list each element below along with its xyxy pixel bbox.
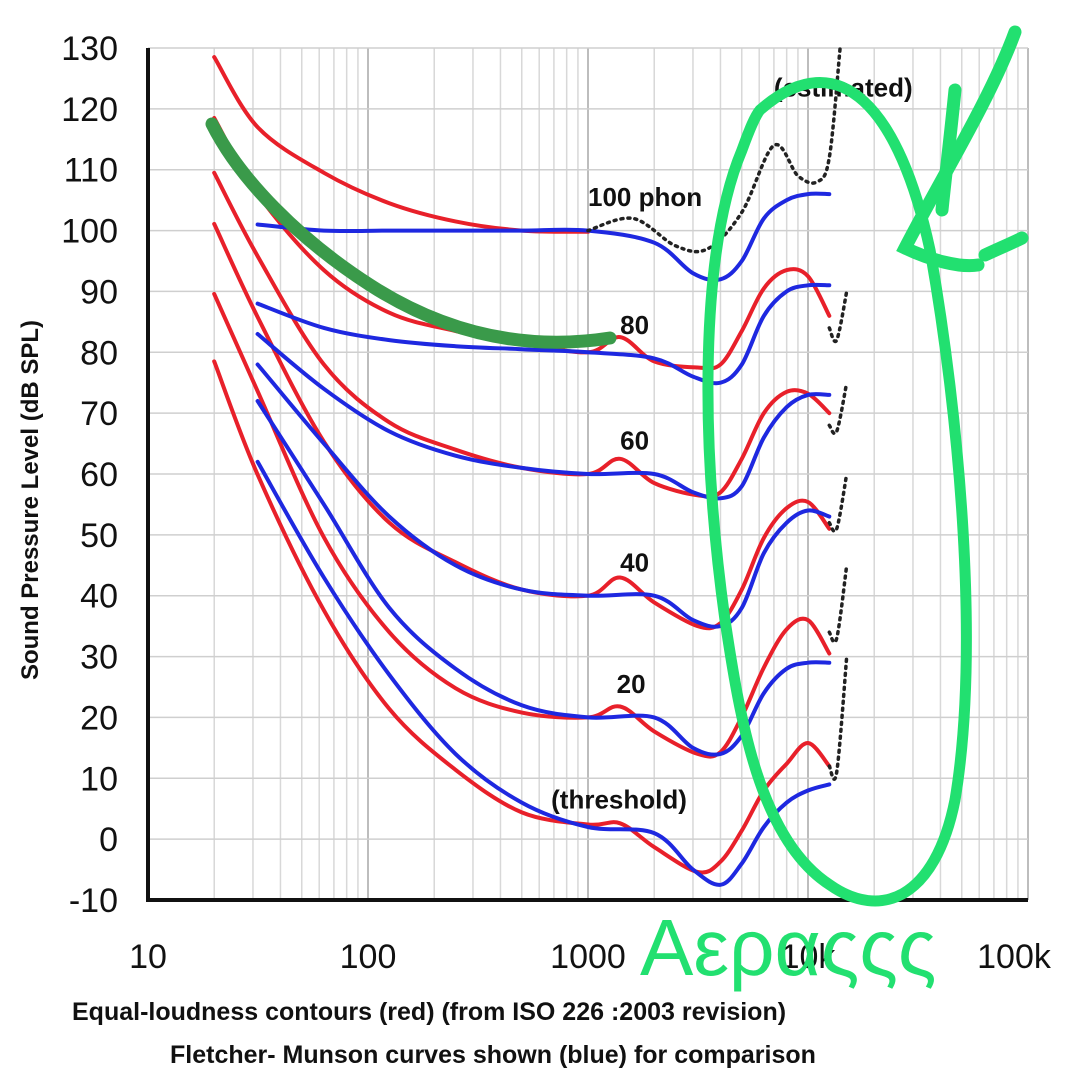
curve-annotation: 20 [617,669,646,699]
fletcher-munson-curve [255,332,832,501]
iso-curve [212,359,832,875]
y-tick-label: 120 [61,91,118,129]
y-tick-label: 10 [80,760,118,798]
y-tick-label: 110 [64,152,118,190]
y-tick-label: 40 [80,578,118,616]
y-tick-label: 0 [99,821,118,859]
curve-annotation: 60 [620,426,649,456]
y-tick-label: 30 [80,639,118,677]
green-circle-stroke [702,77,972,907]
green-check-stroke [896,25,1022,273]
series-group [212,46,849,887]
grid [147,47,1029,901]
x-tick-labels: 10 100 1000 10k 100k [129,938,1052,976]
y-tick-label: 80 [80,334,118,372]
y-tick-label: 20 [80,699,118,737]
iso-curve [212,291,832,759]
curve-annotation: 80 [620,310,649,340]
fletcher-munson-curve [255,191,832,283]
curve-annotation: 40 [620,547,649,577]
y-tick-label: 50 [80,517,118,555]
fletcher-munson-curve [255,282,832,386]
estimated-curve [586,46,842,254]
x-tick-label: 10k [781,938,837,976]
x-tick-label: 100k [977,938,1052,976]
fletcher-munson-curve [255,399,832,757]
y-tick-label: 100 [61,213,118,251]
estimated-curve [827,563,849,644]
handwriting-overlay: Αεραςςς [205,25,1029,992]
y-tick-label: 90 [80,273,118,311]
fletcher-munson-curve [255,362,832,629]
y-axis-label: Sound Pressure Level (dB SPL) [17,320,44,680]
y-tick-labels: -10 0 10 20 30 40 50 60 70 80 90 100 110 120 130 [61,30,118,920]
handwritten-text: Αεραςςς [640,903,936,992]
curve-annotation: (threshold) [551,785,687,815]
green-arrow-stroke-1 [935,83,962,217]
x-tick-label: 100 [340,938,397,976]
y-tick-label: 60 [80,456,118,494]
estimated-curve [827,380,849,436]
x-tick-label: 1000 [550,938,626,976]
estimated-curve [827,289,849,344]
estimated-curve [827,472,849,534]
fletcher-munson-curve [255,459,832,887]
y-tick-label: 130 [61,30,118,68]
y-tick-label: -10 [69,882,118,920]
iso-curve [212,116,832,371]
y-tick-label: 70 [80,395,118,433]
green-arrow-stroke-2 [978,231,1029,262]
estimated-curve [827,654,849,781]
x-tick-label: 10 [129,938,167,976]
iso-curve [212,170,832,499]
caption-line-1: Equal-loudness contours (red) (from ISO … [72,998,786,1026]
curve-annotation: 100 phon [588,182,702,212]
green-underline-stroke [205,117,617,349]
caption-line-2: Fletcher- Munson curves shown (blue) for… [170,1041,816,1069]
